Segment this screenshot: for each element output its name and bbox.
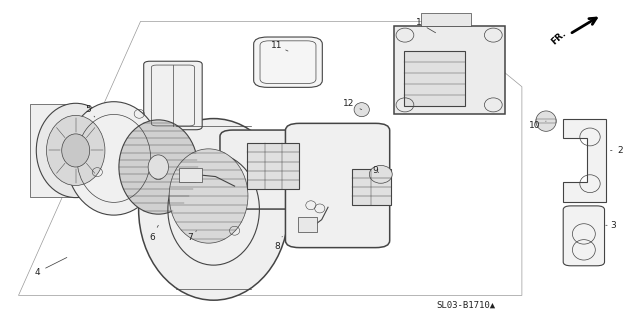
Ellipse shape [47, 116, 105, 186]
Text: 9: 9 [373, 166, 378, 175]
Bar [30, 104, 76, 197]
FancyBboxPatch shape [144, 61, 202, 130]
Ellipse shape [62, 134, 90, 167]
Text: 4: 4 [35, 258, 67, 277]
Text: 11: 11 [271, 41, 288, 51]
Polygon shape [563, 119, 606, 202]
FancyBboxPatch shape [285, 123, 390, 248]
Text: 5: 5 [85, 105, 95, 117]
Text: SL03-B1710▲: SL03-B1710▲ [436, 301, 495, 310]
Ellipse shape [36, 103, 115, 197]
Text: FR.: FR. [550, 28, 568, 46]
Bar [421, 13, 471, 26]
FancyBboxPatch shape [563, 206, 605, 266]
Text: 2: 2 [610, 146, 623, 155]
Ellipse shape [148, 155, 169, 179]
Text: 6: 6 [149, 225, 159, 242]
Bar [352, 169, 391, 205]
Ellipse shape [66, 102, 162, 215]
FancyBboxPatch shape [220, 130, 341, 209]
Bar [247, 143, 299, 189]
Ellipse shape [119, 120, 197, 214]
Text: 10: 10 [529, 121, 546, 130]
Ellipse shape [139, 119, 289, 300]
FancyBboxPatch shape [254, 37, 322, 87]
Text: 3: 3 [606, 221, 616, 230]
Bar [394, 26, 505, 114]
Bar [404, 51, 464, 107]
Bar [178, 168, 201, 182]
Text: 8: 8 [275, 236, 282, 251]
Text: 1: 1 [416, 19, 436, 33]
Bar [298, 217, 317, 232]
Text: 7: 7 [187, 231, 196, 242]
Ellipse shape [169, 149, 248, 243]
Text: 12: 12 [343, 99, 362, 110]
Ellipse shape [354, 103, 369, 117]
Ellipse shape [369, 165, 392, 183]
Bar [536, 119, 556, 123]
Ellipse shape [536, 111, 556, 131]
